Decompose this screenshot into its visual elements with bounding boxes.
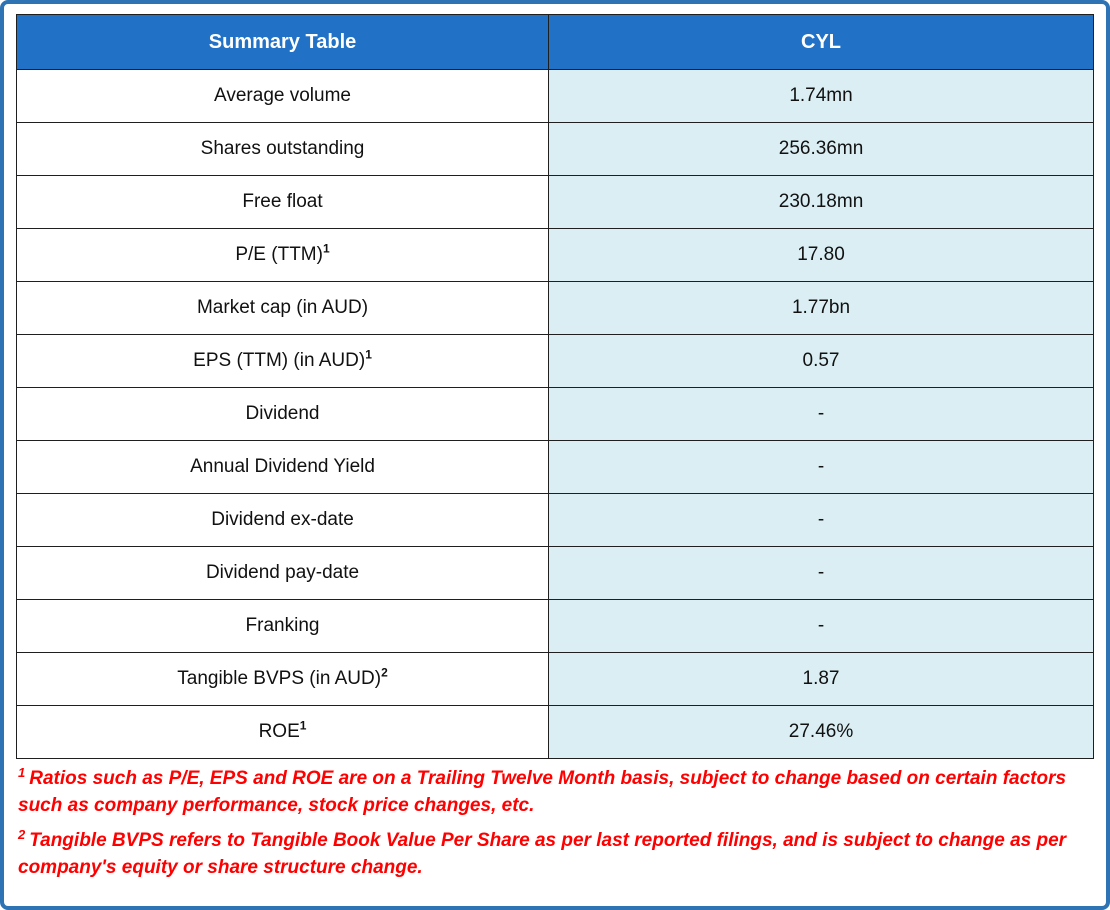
metric-value: -: [548, 599, 1094, 653]
metric-value: 230.18mn: [548, 175, 1094, 229]
metric-value: -: [548, 440, 1094, 494]
footnotes: 1 Ratios such as P/E, EPS and ROE are on …: [16, 766, 1094, 882]
table-body: Average volume 1.74mn Shares outstanding 25…: [15, 69, 1094, 759]
footnote-marker: 2: [18, 826, 26, 842]
footnote-marker: 1: [365, 347, 372, 362]
metric-label: Franking: [15, 599, 550, 653]
table-row: Tangible BVPS (in AUD)2 1.87: [15, 652, 1094, 706]
metric-value: 256.36mn: [548, 122, 1094, 176]
metric-value: -: [548, 387, 1094, 441]
metric-value: -: [548, 546, 1094, 600]
table-row: Free float 230.18mn: [15, 175, 1094, 229]
summary-table: Summary Table CYL Average volume 1.74mn Sh…: [15, 14, 1094, 759]
table-row: P/E (TTM)1 17.80: [15, 228, 1094, 282]
metric-value: 1.87: [548, 652, 1094, 706]
footnote-marker: 1: [299, 718, 307, 733]
table-row: EPS (TTM) (in AUD)1 0.57: [15, 334, 1094, 388]
table-row: Dividend -: [15, 387, 1094, 441]
table-header-row: Summary Table CYL: [15, 14, 1094, 70]
metric-label: Dividend: [15, 387, 550, 441]
metric-label: Tangible BVPS (in AUD)2: [15, 652, 550, 706]
metric-label: Average volume: [15, 69, 550, 123]
table-row: Annual Dividend Yield -: [15, 440, 1094, 494]
metric-label: Annual Dividend Yield: [15, 440, 550, 494]
table-row: Franking -: [15, 599, 1094, 653]
metric-label: Dividend ex-date: [15, 493, 550, 547]
metric-label: Free float: [15, 175, 550, 229]
metric-value: 27.46%: [548, 705, 1094, 759]
footnote-marker: 1: [322, 241, 330, 256]
footnote: 1 Ratios such as P/E, EPS and ROE are on …: [18, 764, 1067, 816]
table-row: ROE1 27.46%: [15, 705, 1094, 759]
metric-label: P/E (TTM)1: [15, 228, 550, 282]
metric-value: -: [548, 493, 1094, 547]
table-row: Average volume 1.74mn: [15, 69, 1094, 123]
metric-value: 0.57: [548, 334, 1094, 388]
footnote-marker: 2: [381, 665, 388, 680]
metric-value: 17.80: [548, 228, 1094, 282]
metric-label: Dividend pay-date: [15, 546, 550, 600]
table-row: Dividend pay-date -: [15, 546, 1094, 600]
metric-label: ROE1: [15, 705, 550, 759]
table-header-summary: Summary Table: [15, 14, 550, 70]
metric-label: Market cap (in AUD): [15, 281, 550, 335]
metric-value: 1.74mn: [548, 69, 1094, 123]
table-header-ticker: CYL: [548, 14, 1094, 70]
metric-label: EPS (TTM) (in AUD)1: [15, 334, 550, 388]
footnote-marker: 1: [18, 764, 26, 780]
table-row: Dividend ex-date -: [15, 493, 1094, 547]
metric-value: 1.77bn: [548, 281, 1094, 335]
table-row: Shares outstanding 256.36mn: [15, 122, 1094, 176]
footnote: 2 Tangible BVPS refers to Tangible Book V…: [18, 826, 1067, 878]
table-row: Market cap (in AUD) 1.77bn: [15, 281, 1094, 335]
metric-label: Shares outstanding: [15, 122, 550, 176]
